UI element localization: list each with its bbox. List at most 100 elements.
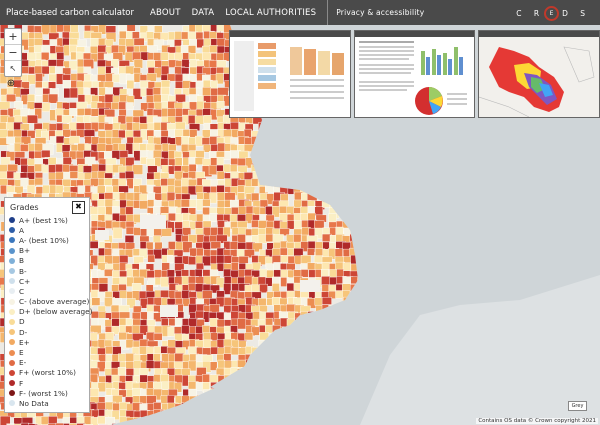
map-cell[interactable] (48, 416, 58, 425)
map-cell[interactable] (280, 170, 290, 183)
map-cell[interactable] (224, 395, 235, 406)
map-cell[interactable] (336, 177, 346, 189)
map-cell[interactable] (217, 359, 226, 370)
map-cell[interactable] (321, 382, 330, 392)
map-cell[interactable] (342, 171, 354, 183)
nav-local-authorities-link[interactable]: LOCAL AUTHORITIES (225, 7, 317, 18)
map-cell[interactable] (356, 297, 364, 308)
map-cell[interactable] (334, 347, 345, 358)
map-cell[interactable] (314, 164, 323, 175)
map-cell[interactable] (363, 291, 373, 299)
map-cell[interactable] (321, 193, 330, 201)
map-cell[interactable] (307, 366, 318, 376)
map-cell[interactable] (307, 403, 318, 415)
map-cell[interactable] (321, 415, 331, 424)
map-cell[interactable] (321, 135, 330, 147)
map-cell[interactable] (111, 410, 120, 420)
map-cell[interactable] (342, 389, 352, 399)
map-cell[interactable] (356, 143, 363, 152)
map-cell[interactable] (272, 382, 282, 391)
map-cell[interactable] (90, 417, 99, 425)
map-cell[interactable] (166, 191, 176, 202)
map-cell[interactable] (188, 171, 197, 179)
map-cell[interactable] (286, 375, 298, 387)
map-cell[interactable] (336, 395, 348, 404)
map-cell[interactable] (357, 205, 366, 216)
map-cell[interactable] (89, 241, 99, 249)
map-cell[interactable] (244, 332, 254, 341)
map-cell[interactable] (342, 136, 350, 148)
map-cell[interactable] (357, 352, 369, 362)
map-cell[interactable] (244, 249, 255, 258)
map-cell[interactable] (194, 416, 204, 425)
map-cell[interactable] (342, 402, 352, 414)
map-cell[interactable] (224, 192, 236, 202)
map-cell[interactable] (266, 130, 277, 139)
map-cell[interactable] (363, 187, 374, 194)
map-cell[interactable] (286, 122, 298, 133)
map-cell[interactable] (314, 361, 324, 371)
map-cell[interactable] (350, 172, 358, 181)
map-cell[interactable] (357, 270, 366, 281)
map-cell[interactable] (265, 150, 276, 159)
map-cell[interactable] (97, 199, 106, 208)
map-cell[interactable] (342, 361, 353, 371)
map-cell[interactable] (223, 268, 232, 278)
map-cell[interactable] (315, 151, 326, 161)
map-cell[interactable] (286, 388, 298, 400)
map-cell[interactable] (210, 403, 221, 412)
map-cell[interactable] (216, 416, 227, 425)
map-cell[interactable] (265, 143, 276, 155)
map-cell[interactable] (349, 417, 358, 425)
map-cell[interactable] (13, 423, 25, 425)
map-cell[interactable] (286, 178, 298, 188)
map-cell[interactable] (41, 102, 51, 112)
map-cell[interactable] (76, 108, 86, 116)
map-cell[interactable] (348, 388, 357, 399)
map-cell[interactable] (153, 333, 163, 341)
map-cell[interactable] (279, 123, 291, 132)
map-cell[interactable] (125, 339, 134, 349)
map-cell[interactable] (335, 382, 345, 394)
map-cell[interactable] (350, 361, 359, 371)
map-cell[interactable] (133, 37, 145, 46)
map-cell[interactable] (188, 410, 200, 419)
nav-data-link[interactable]: DATA (191, 7, 215, 18)
map-cell[interactable] (300, 122, 309, 134)
map-cell[interactable] (266, 416, 278, 425)
map-cell[interactable] (314, 136, 325, 145)
map-cell[interactable] (293, 164, 304, 173)
map-cell[interactable] (364, 389, 372, 399)
map-cell[interactable] (356, 186, 367, 198)
map-cell[interactable] (315, 158, 326, 168)
map-cell[interactable] (278, 137, 290, 147)
map-cell[interactable] (364, 228, 372, 235)
map-cell[interactable] (335, 130, 347, 142)
map-cell[interactable] (252, 409, 262, 420)
map-cell[interactable] (357, 276, 368, 286)
map-cell[interactable] (356, 242, 363, 252)
map-cell[interactable] (307, 387, 317, 397)
map-cell[interactable] (181, 59, 190, 68)
map-cell[interactable] (273, 136, 285, 148)
map-cell[interactable] (350, 346, 359, 356)
map-cell[interactable] (364, 242, 374, 250)
map-cell[interactable] (292, 172, 302, 181)
map-cell[interactable] (342, 144, 353, 153)
map-cell[interactable] (363, 326, 373, 334)
map-cell[interactable] (280, 143, 288, 153)
zoom-out-button[interactable]: − (5, 45, 21, 61)
map-cell[interactable] (307, 248, 315, 256)
map-cell[interactable] (342, 184, 352, 194)
map-cell[interactable] (363, 172, 371, 182)
map-cell[interactable] (271, 122, 282, 132)
map-cell[interactable] (41, 164, 50, 174)
map-cell[interactable] (147, 25, 156, 33)
legend-close-button[interactable]: ✖ (72, 201, 85, 214)
map-cell[interactable] (349, 135, 358, 147)
map-cell[interactable] (322, 130, 331, 142)
map-cell[interactable] (224, 402, 233, 414)
map-cell[interactable] (286, 129, 295, 138)
map-cell[interactable] (294, 416, 304, 425)
map-cell[interactable] (243, 417, 255, 425)
